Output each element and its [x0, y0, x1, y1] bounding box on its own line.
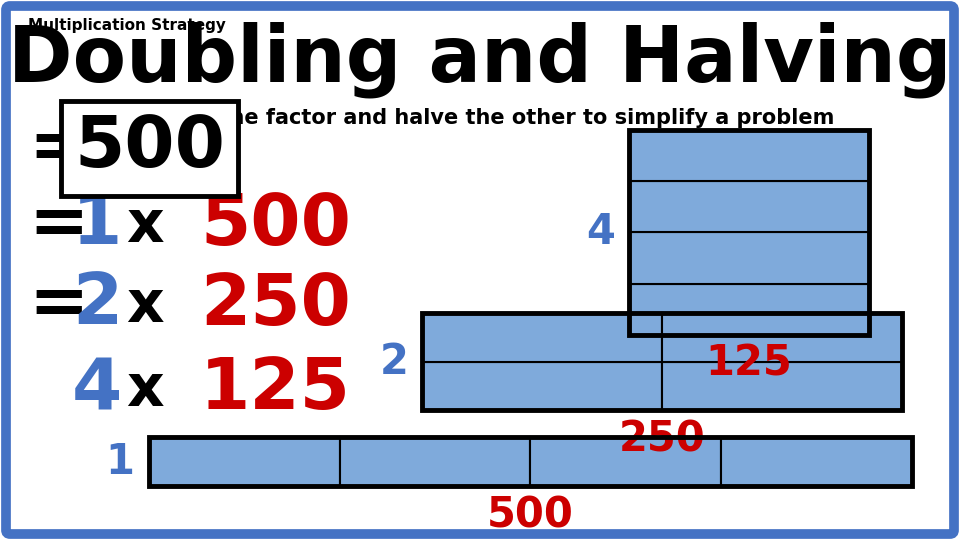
Bar — [422, 313, 662, 362]
Bar — [422, 313, 902, 410]
Text: =: = — [28, 191, 88, 260]
Text: 4: 4 — [72, 355, 122, 424]
Bar — [662, 313, 902, 362]
Text: 2: 2 — [379, 341, 408, 383]
Bar — [422, 362, 662, 410]
Text: =: = — [28, 113, 88, 183]
Text: 500: 500 — [74, 113, 225, 183]
Bar — [629, 181, 869, 232]
Text: =: = — [28, 271, 88, 340]
Text: 1: 1 — [106, 441, 134, 483]
Bar — [629, 130, 869, 335]
Bar — [149, 437, 340, 486]
Bar — [629, 284, 869, 335]
Bar — [531, 437, 721, 486]
Bar — [629, 130, 869, 181]
Text: 2: 2 — [72, 271, 122, 340]
Text: Doubling and Halving: Doubling and Halving — [9, 22, 951, 98]
Text: 500: 500 — [487, 494, 574, 536]
Text: 500: 500 — [200, 191, 351, 260]
Text: 1: 1 — [72, 191, 122, 260]
Text: Double one factor and halve the other to simplify a problem: Double one factor and halve the other to… — [126, 108, 834, 128]
Bar — [721, 437, 912, 486]
Bar — [662, 362, 902, 410]
Text: 125: 125 — [706, 343, 792, 385]
Bar — [340, 437, 531, 486]
Text: x: x — [126, 197, 163, 253]
Bar — [629, 232, 869, 284]
Bar — [149, 437, 912, 486]
Text: 250: 250 — [619, 418, 706, 461]
Text: Multiplication Strategy: Multiplication Strategy — [28, 18, 226, 33]
Text: x: x — [126, 361, 163, 419]
Text: 4: 4 — [586, 211, 614, 253]
Text: x: x — [126, 276, 163, 334]
FancyBboxPatch shape — [6, 6, 954, 534]
Text: 250: 250 — [200, 271, 350, 340]
Text: 125: 125 — [200, 355, 350, 424]
